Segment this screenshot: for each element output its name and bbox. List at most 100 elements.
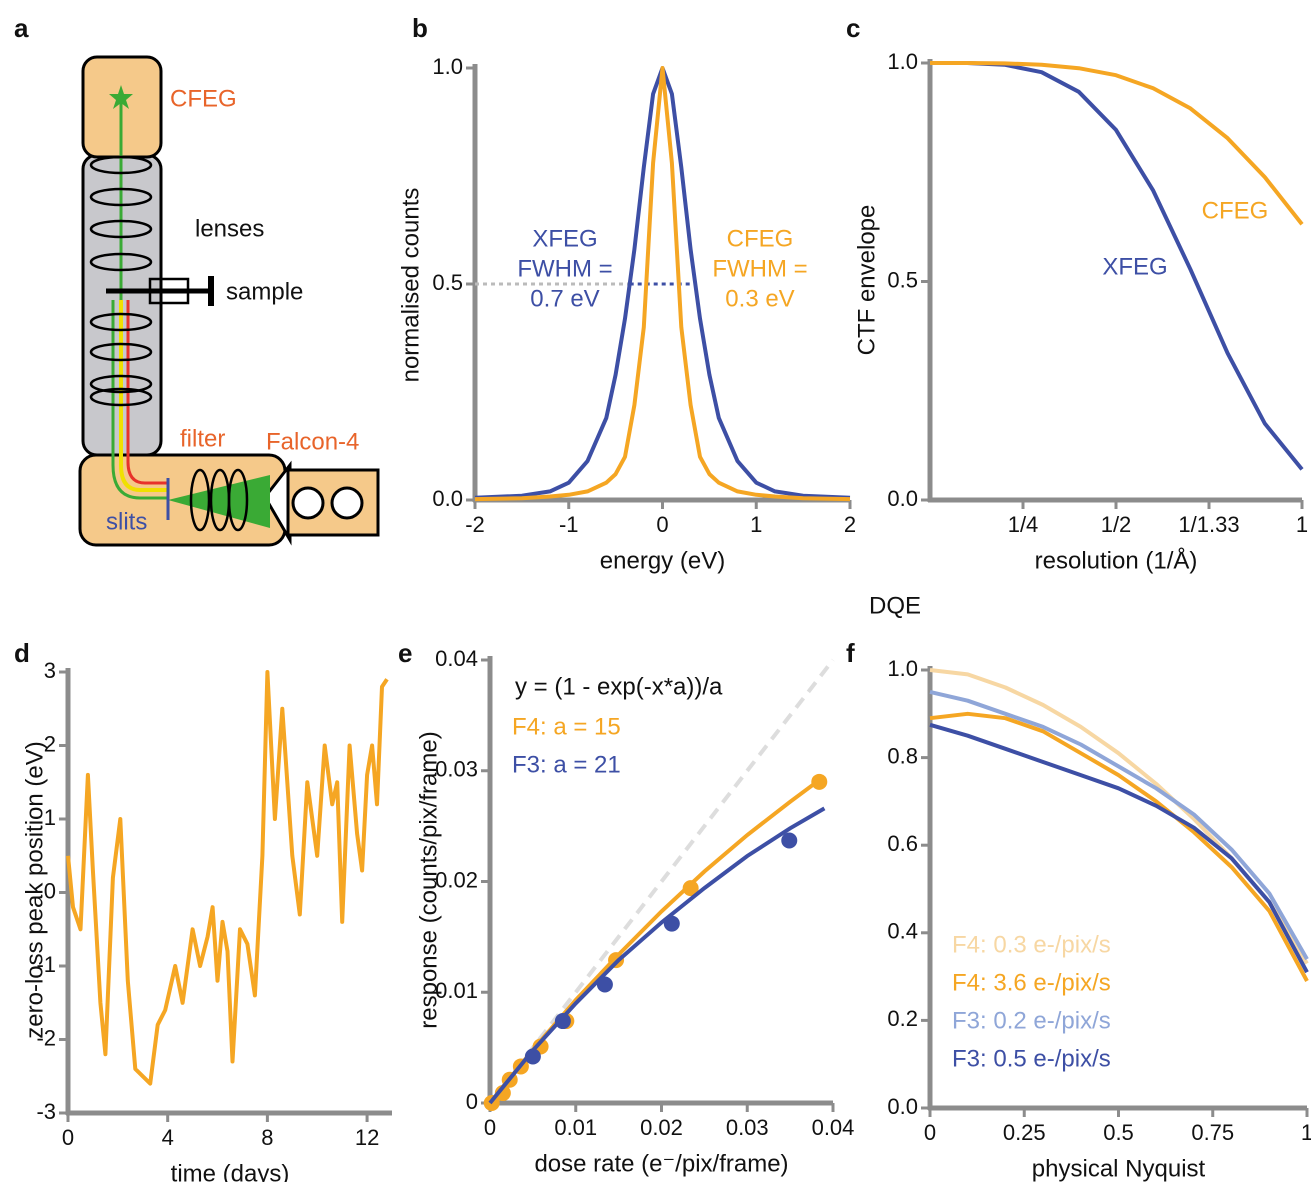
x-tick-label: 8 [261,1125,273,1150]
diagram-label: filter [180,425,225,452]
y-tick-label: 0.0 [887,1094,918,1119]
series-note: 0.7 eV [530,285,599,312]
y-axis-title: normalised counts [397,188,424,383]
y-tick-label: 1 [44,805,56,830]
legend-entry: F3: a = 21 [512,751,621,778]
microscope-diagram: CFEG lenses sample filter Falcon-4 slits [78,55,380,547]
y-tick-label: 0 [466,1089,478,1114]
x-tick-label: 1/1.33 [1178,512,1239,537]
panel-label: e [398,638,412,668]
series-line [929,722,1309,974]
y-tick-label: 0.5 [432,270,463,295]
point [524,1048,541,1065]
series-line [66,670,389,1086]
point [811,773,828,790]
y-tick-label: 0 [44,878,56,903]
y-axis-title: response (counts/pix/frame) [415,731,442,1028]
series-note: 0.3 eV [725,285,794,312]
x-tick-label: 0 [924,1120,936,1145]
x-tick-label: 12 [355,1125,379,1150]
point [682,880,699,897]
y-tick-label: 0.01 [435,978,478,1003]
x-tick-label: 1/4 [1008,512,1039,537]
series-label: XFEG [1102,253,1167,280]
y-axis-title: DQE [869,592,921,619]
y-tick-label: 1.0 [887,656,918,681]
formula: y = (1 - exp(-x*a))/a [515,673,723,700]
y-tick-label: 0.5 [887,267,918,292]
y-tick-label: 0.0 [887,486,918,511]
camera-reel [330,486,364,520]
beam [111,300,168,500]
legend-entry: F4: 3.6 e-/pix/s [952,969,1111,996]
x-tick-label: 0.03 [726,1115,769,1140]
panel-label: b [412,13,428,43]
y-axis-title: zero-loss peak position (eV) [21,741,48,1038]
x-tick-label: -2 [465,512,485,537]
identity-line [488,658,835,1105]
x-tick-label: 2 [844,512,856,537]
y-tick-label: 0.2 [887,1006,918,1031]
point [781,832,798,849]
x-axis-title: energy (eV) [600,547,725,574]
x-axis-title: resolution (1/Å) [1035,546,1198,574]
beam [126,300,168,485]
y-tick-label: 0.04 [435,646,478,671]
series-label: XFEG [532,225,597,252]
legend-entry: F4: a = 15 [512,713,621,740]
panel-label: f [846,638,855,668]
x-tick-label: 1 [1301,1120,1311,1145]
camera-reel [291,486,325,520]
y-tick-label: 2 [44,731,56,756]
y-tick-label: 0.6 [887,831,918,856]
series-line [930,61,1304,226]
series-line [474,66,851,502]
series-note: FWHM = [517,255,612,282]
y-tick-label: 3 [44,658,56,683]
x-tick-label: 0 [484,1115,496,1140]
x-tick-label: 1 [1296,512,1308,537]
x-tick-label: -1 [559,512,579,537]
x-tick-label: 1 [750,512,762,537]
point [554,1013,571,1030]
sample-holder [106,276,214,306]
series-line [929,689,1309,961]
beam-cone [168,475,270,528]
y-tick-label: 0.02 [435,867,478,892]
diagram-label: CFEG [170,85,237,112]
panel-label: c [846,13,860,43]
diagram-label: lenses [195,215,264,242]
y-tick-label: 1.0 [887,49,918,74]
x-tick-label: 0.02 [640,1115,683,1140]
series-note: FWHM = [712,255,807,282]
beam [119,300,168,492]
x-tick-label: 0.04 [812,1115,855,1140]
lenses [89,155,249,532]
series-label: CFEG [727,225,794,252]
x-tick-label: 4 [162,1125,174,1150]
x-axis-title: physical Nyquist [1032,1155,1206,1182]
x-tick-label: 0.25 [1003,1120,1046,1145]
legend-entry: F4: 0.3 e-/pix/s [952,931,1111,958]
y-axis-title: CTF envelope [853,205,880,356]
y-tick-label: 0.03 [435,757,478,782]
y-tick-label: -2 [36,1025,56,1050]
series-line [929,711,1309,982]
x-tick-label: 1/2 [1101,512,1132,537]
diagram-label: slits [106,508,147,535]
x-tick-label: 0 [62,1125,74,1150]
y-tick-label: 0.8 [887,743,918,768]
y-tick-label: 0.0 [432,486,463,511]
panel-label: d [14,638,30,668]
series-label: CFEG [1202,197,1269,224]
x-axis-title: dose rate (e⁻/pix/frame) [534,1150,788,1177]
point [663,915,680,932]
y-tick-label: 1.0 [432,54,463,79]
legend-entry: F3: 0.2 e-/pix/s [952,1007,1111,1034]
fit-line [488,806,826,1105]
x-tick-label: 0 [656,512,668,537]
diagram-label: sample [226,278,303,305]
legend-entry: F3: 0.5 e-/pix/s [952,1045,1111,1072]
panel-label: a [14,13,29,43]
